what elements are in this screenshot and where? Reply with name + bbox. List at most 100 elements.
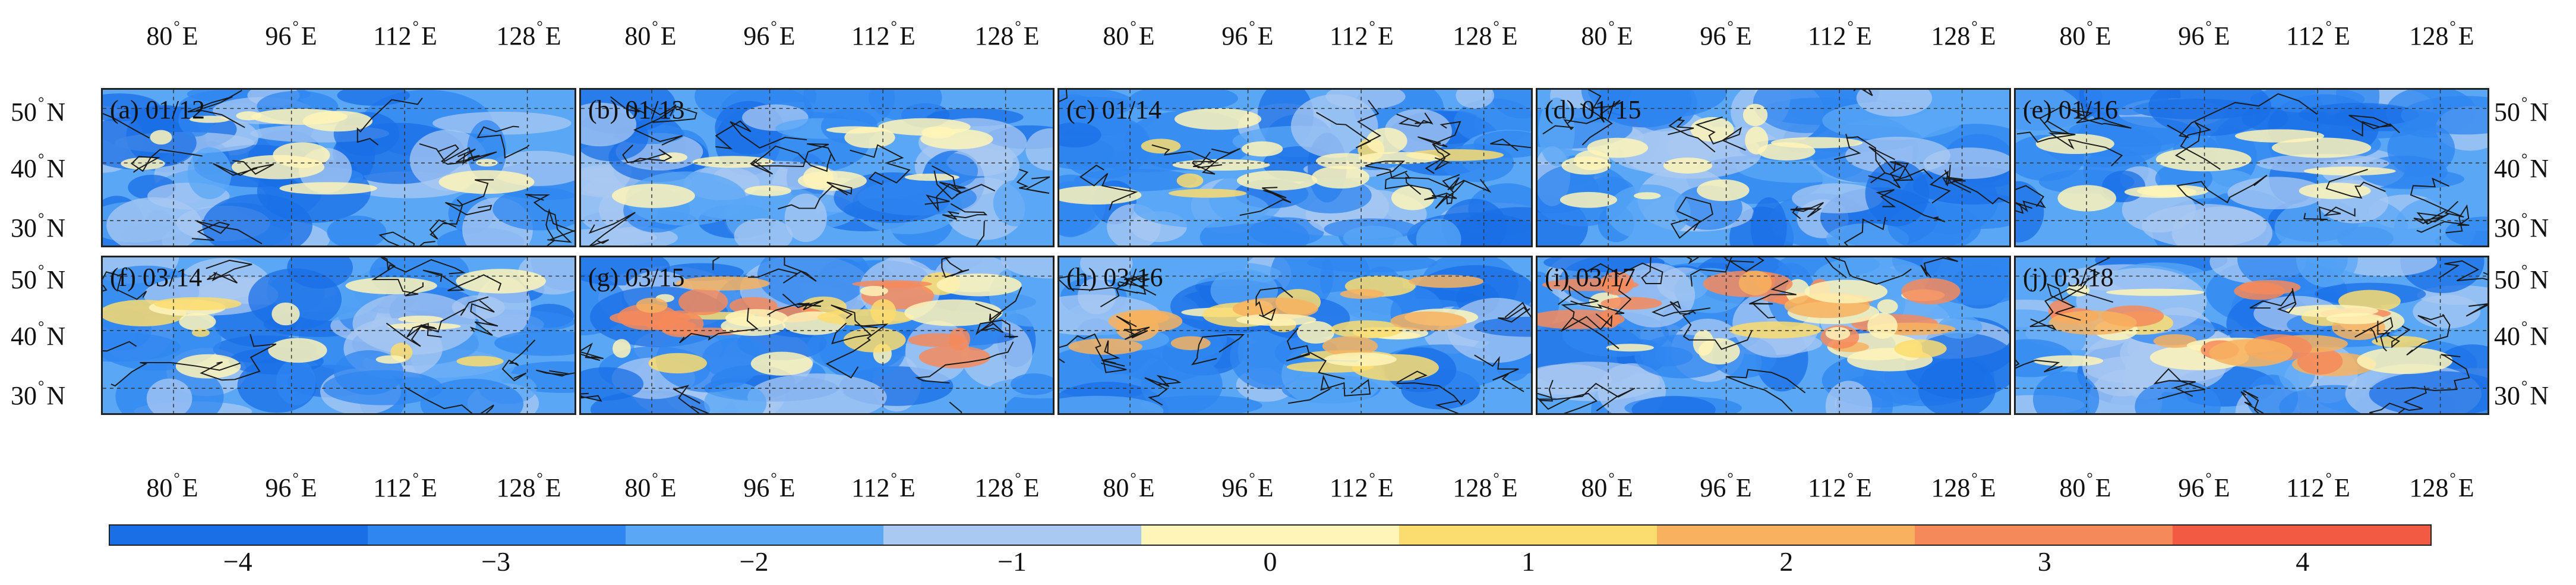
lon-label-bottom-5: 96°E: [743, 470, 795, 502]
map-field: [581, 90, 1053, 246]
map-panel-f: (f) 03/14: [101, 256, 576, 415]
lon-label-bottom-12: 80°E: [1581, 470, 1633, 502]
map-panel-h: (h) 03/16: [1057, 256, 1533, 415]
colorbar-tick-label: −1: [997, 546, 1027, 577]
map-field: [103, 90, 574, 246]
lon-label-bottom-13: 96°E: [1700, 470, 1752, 502]
colorbar-tick-label: 2: [1779, 546, 1794, 577]
lon-label-top-9: 96°E: [1221, 18, 1274, 51]
panel-label: (e) 01/16: [2023, 95, 2119, 124]
colorbar-segment-6: [1657, 526, 1915, 545]
map-panel-a: (a) 01/12: [101, 88, 576, 247]
lon-label-bottom-14: 112°E: [1808, 470, 1872, 502]
panel-label: (b) 01/13: [588, 95, 685, 124]
map-field: [2016, 90, 2487, 246]
lon-label-top-1: 96°E: [265, 18, 317, 51]
lon-label-bottom-18: 112°E: [2286, 470, 2350, 502]
map-field: [581, 257, 1053, 413]
lat-label-right-r0-0: 50°N: [2494, 94, 2549, 127]
lon-label-top-3: 128°E: [496, 18, 561, 51]
lon-label-bottom-10: 112°E: [1330, 470, 1394, 502]
lon-label-bottom-1: 96°E: [265, 470, 317, 502]
map-panel-c: (c) 01/14: [1057, 88, 1533, 247]
lon-label-top-6: 112°E: [851, 18, 916, 51]
map-panel-e: (e) 01/16: [2014, 88, 2489, 247]
colorbar-segment-1: [368, 526, 626, 545]
lon-label-bottom-19: 128°E: [2409, 470, 2474, 502]
panel-label: (g) 03/15: [588, 263, 685, 292]
lon-label-top-15: 128°E: [1931, 18, 1996, 51]
lon-label-top-8: 80°E: [1103, 18, 1155, 51]
colorbar-segment-5: [1399, 526, 1657, 545]
lon-label-top-18: 112°E: [2286, 18, 2350, 51]
map-panel-b: (b) 01/13: [579, 88, 1055, 247]
lat-label-left-r1-2: 30°N: [11, 378, 66, 410]
colorbar-tick-label: −3: [481, 546, 511, 577]
lon-label-bottom-3: 128°E: [496, 470, 561, 502]
colorbar-tick-label: 4: [2296, 546, 2310, 577]
lon-label-top-11: 128°E: [1453, 18, 1518, 51]
lon-label-bottom-17: 96°E: [2178, 470, 2230, 502]
lat-label-left-r0-2: 30°N: [11, 210, 66, 243]
lon-label-bottom-6: 112°E: [851, 470, 916, 502]
map-panel-d: (d) 01/15: [1536, 88, 2011, 247]
lon-label-top-5: 96°E: [743, 18, 795, 51]
lon-label-bottom-9: 96°E: [1221, 470, 1274, 502]
lat-label-left-r1-1: 40°N: [11, 318, 66, 351]
lon-label-top-0: 80°E: [146, 18, 198, 51]
map-field: [1538, 90, 2009, 246]
panel-label: (i) 03/17: [1545, 263, 1636, 292]
lat-label-left-r0-1: 40°N: [11, 150, 66, 183]
lon-label-bottom-8: 80°E: [1103, 470, 1155, 502]
map-field: [1059, 90, 1531, 246]
colorbar-tick-label: −4: [223, 546, 252, 577]
lon-label-bottom-0: 80°E: [146, 470, 198, 502]
colorbar: [109, 524, 2432, 546]
lon-label-top-19: 128°E: [2409, 18, 2474, 51]
lon-label-bottom-15: 128°E: [1931, 470, 1996, 502]
colorbar-segment-7: [1915, 526, 2173, 545]
lon-label-top-10: 112°E: [1330, 18, 1394, 51]
lon-label-bottom-4: 80°E: [624, 470, 677, 502]
lon-label-top-7: 128°E: [974, 18, 1040, 51]
map-field: [2016, 257, 2487, 413]
lon-label-top-2: 112°E: [373, 18, 437, 51]
map-panel-j: (j) 03/18: [2014, 256, 2489, 415]
map-field: [1059, 257, 1531, 413]
lat-label-right-r1-2: 30°N: [2494, 378, 2549, 410]
lat-label-right-r1-0: 50°N: [2494, 262, 2549, 294]
lat-label-left-r0-0: 50°N: [11, 94, 66, 127]
lon-label-top-14: 112°E: [1808, 18, 1872, 51]
lon-label-top-16: 80°E: [2059, 18, 2111, 51]
panel-label: (j) 03/18: [2023, 263, 2114, 292]
panel-label: (h) 03/16: [1066, 263, 1163, 292]
colorbar-tick-label: 1: [1521, 546, 1535, 577]
colorbar-segment-3: [883, 526, 1141, 545]
lat-label-right-r1-1: 40°N: [2494, 318, 2549, 351]
lon-label-bottom-7: 128°E: [974, 470, 1040, 502]
lat-label-right-r0-2: 30°N: [2494, 210, 2549, 243]
lon-label-top-17: 96°E: [2178, 18, 2230, 51]
colorbar-segment-8: [2173, 526, 2430, 545]
colorbar-tick-label: 3: [2037, 546, 2051, 577]
map-field: [1538, 257, 2009, 413]
panel-label: (a) 01/12: [110, 95, 206, 124]
lon-label-top-4: 80°E: [624, 18, 677, 51]
panel-label: (d) 01/15: [1545, 95, 1641, 124]
colorbar-segment-4: [1141, 526, 1399, 545]
lon-label-top-12: 80°E: [1581, 18, 1633, 51]
colorbar-tick-label: −2: [739, 546, 769, 577]
colorbar-tick-label: 0: [1263, 546, 1277, 577]
lon-label-bottom-16: 80°E: [2059, 470, 2111, 502]
lon-label-top-13: 96°E: [1700, 18, 1752, 51]
map-panel-i: (i) 03/17: [1536, 256, 2011, 415]
panel-label: (c) 01/14: [1066, 95, 1162, 124]
lat-label-left-r1-0: 50°N: [11, 262, 66, 294]
lon-label-bottom-11: 128°E: [1453, 470, 1518, 502]
map-panel-g: (g) 03/15: [579, 256, 1055, 415]
panel-label: (f) 03/14: [110, 263, 203, 292]
map-field: [103, 257, 574, 413]
lon-label-bottom-2: 112°E: [373, 470, 437, 502]
colorbar-segment-2: [626, 526, 883, 545]
colorbar-segment-0: [110, 526, 368, 545]
